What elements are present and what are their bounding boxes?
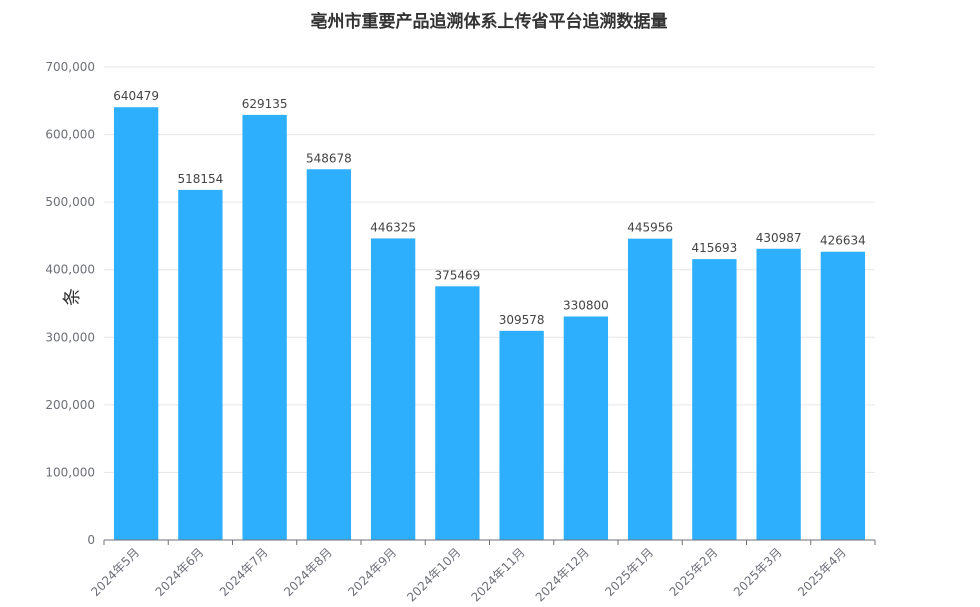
y-tick-label: 300,000 — [45, 330, 95, 344]
x-tick-label: 2024年11月 — [468, 545, 527, 604]
x-tick-label: 2025年1月 — [602, 545, 656, 599]
bar — [499, 330, 544, 540]
data-label: 309578 — [499, 313, 545, 327]
bar — [692, 259, 737, 540]
data-label: 415693 — [691, 241, 737, 255]
x-tick-label: 2024年5月 — [88, 545, 142, 599]
data-label: 330800 — [563, 298, 609, 312]
x-tick-label: 2025年4月 — [795, 545, 849, 599]
data-label: 430987 — [756, 231, 802, 245]
data-label: 445956 — [627, 221, 673, 235]
y-tick-label: 400,000 — [45, 263, 95, 277]
bar — [113, 107, 159, 541]
y-tick-label: 700,000 — [45, 60, 95, 74]
y-tick-label: 600,000 — [45, 128, 95, 142]
data-label: 446325 — [370, 220, 416, 234]
x-tick-label: 2024年12月 — [533, 545, 592, 604]
y-tick-label: 100,000 — [45, 465, 95, 479]
y-tick-label: 500,000 — [45, 195, 95, 209]
y-tick-label: 0 — [87, 533, 95, 547]
bar — [563, 316, 609, 540]
x-tick-label: 2024年10月 — [404, 545, 463, 604]
data-label: 426634 — [820, 234, 866, 248]
x-tick-label: 2025年2月 — [667, 545, 721, 599]
x-tick-label: 2025年3月 — [731, 545, 785, 599]
data-labels: 640479 518154 629135 548678 446325 375469 3095… — [113, 89, 866, 327]
chart-title: 亳州市重要产品追溯体系上传省平台追溯数据量 — [311, 11, 668, 32]
bars — [113, 107, 866, 541]
x-tick-label: 2024年9月 — [345, 545, 399, 599]
data-label: 375469 — [434, 268, 480, 282]
bar — [242, 114, 287, 540]
bar — [756, 248, 801, 540]
bar — [306, 169, 352, 541]
x-tick-label: 2024年6月 — [153, 545, 207, 599]
bar — [178, 189, 223, 540]
data-label: 518154 — [177, 172, 223, 186]
gridlines — [104, 66, 875, 473]
bar — [370, 238, 416, 541]
y-axis-label: 条 — [62, 288, 83, 306]
data-label: 640479 — [113, 89, 159, 103]
bar — [435, 286, 480, 540]
x-tick-label: 2024年7月 — [217, 545, 271, 599]
bar — [627, 238, 673, 540]
x-tick-label: 2024年8月 — [281, 545, 335, 599]
y-tick-label: 200,000 — [45, 398, 95, 412]
data-label: 548678 — [306, 151, 352, 165]
bar — [820, 251, 866, 540]
data-label: 629135 — [242, 97, 288, 111]
